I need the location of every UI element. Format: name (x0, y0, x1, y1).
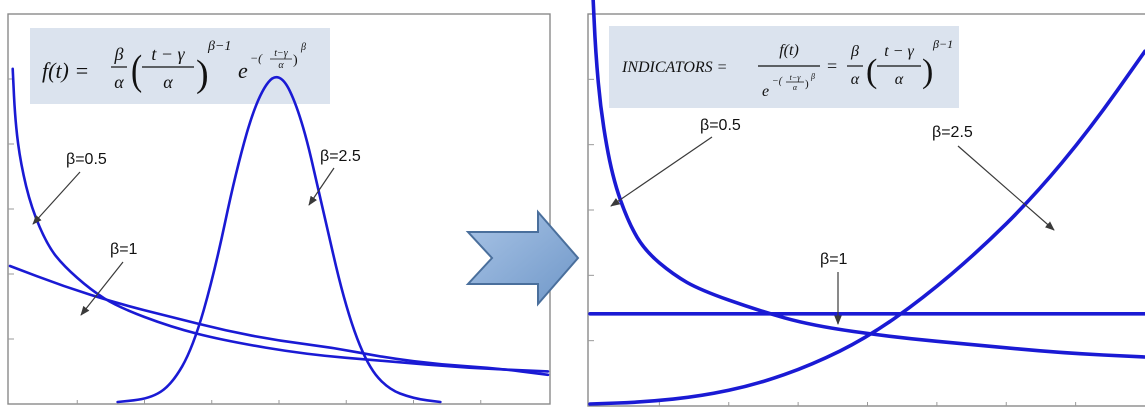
right-formula-box (609, 26, 959, 108)
right-label-beta-2-5: β=2.5 (932, 124, 973, 141)
left-label-beta-0-5: β=0.5 (66, 151, 107, 168)
right-formula-paren-close: ) (922, 53, 933, 90)
left-formula-power: β−1 (207, 39, 231, 54)
left-formula-exp-power: −( (250, 51, 263, 65)
right-formula-eq: = (827, 56, 837, 76)
left-formula-exp-base: e (238, 58, 248, 83)
left-formula-lhs: f(t) = (42, 58, 89, 83)
left-formula-exp-close: ) (293, 53, 298, 68)
left-formula-exp-num: t−γ (274, 48, 289, 59)
right-formula-frac1-num: β (850, 43, 859, 60)
left-label-beta-2-5: β=2.5 (320, 148, 361, 165)
right-formula-den-outer-power: β (810, 72, 815, 81)
right-formula-den-num: t−γ (790, 73, 802, 82)
right-formula-den-base: e (762, 83, 769, 100)
right-formula-den-close: ) (805, 78, 809, 90)
left-curve-1 (8, 264, 550, 377)
left-formula-box (30, 28, 330, 104)
right-label-beta-1: β=1 (820, 251, 848, 268)
right-formula-lhs: INDICATORS = (621, 59, 727, 76)
left-formula-exp-den: α (278, 60, 284, 71)
right-chart: INDICATORS = f(t) e −( t−γ α ) β = β α (… (587, 0, 1145, 407)
left-label-beta-1: β=1 (110, 241, 138, 258)
right-arrow-icon (465, 209, 580, 307)
left-formula-paren-close: ) (196, 53, 209, 95)
right-formula-den-den: α (793, 83, 798, 92)
left-formula-frac2-num: t − γ (151, 44, 185, 64)
right-formula: INDICATORS = f(t) e −( t−γ α ) β = β α (… (621, 37, 953, 100)
left-formula-exp-outer-power: β (300, 42, 306, 53)
left-annotations: β=0.5 β=1 β=2.5 (32, 148, 361, 316)
right-formula-frac1-den: α (851, 71, 860, 88)
right-label-beta-0-5: β=0.5 (700, 117, 741, 134)
left-formula-frac1-den: α (114, 72, 124, 92)
right-curves (588, 0, 1145, 406)
right-axis-ticks (588, 78, 1077, 406)
left-formula-frac1-num: β (114, 44, 124, 64)
right-formula-paren-open: ( (866, 53, 877, 90)
right-formula-power: β−1 (932, 37, 953, 51)
left-curves (8, 67, 550, 404)
right-formula-frac2-num: t − γ (884, 43, 914, 60)
right-curve-2-5 (588, 49, 1145, 406)
right-formula-frac-num: f(t) (779, 42, 799, 59)
left-formula: f(t) = β α ( t − γ α ) β−1 e −( t−γ α ) … (42, 39, 306, 95)
left-curve-2-5 (116, 75, 442, 404)
right-formula-den-power: −( (772, 76, 783, 87)
left-formula-paren-open: ( (131, 48, 142, 94)
right-formula-frac2-den: α (895, 71, 904, 88)
left-formula-frac2-den: α (163, 72, 173, 92)
left-chart: f(t) = β α ( t − γ α ) β−1 e −( t−γ α ) … (7, 13, 551, 405)
right-curve-0-5 (591, 0, 1145, 359)
right-annotations: β=0.5 β=1 β=2.5 (610, 117, 1055, 325)
